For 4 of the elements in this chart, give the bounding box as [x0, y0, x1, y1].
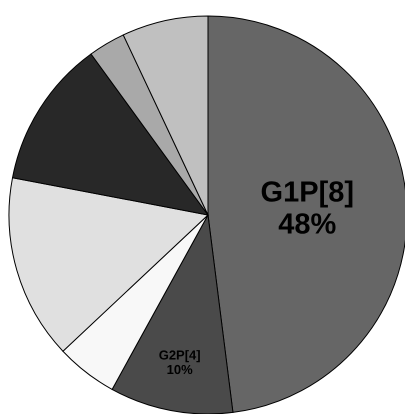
- data-label: 48%: [278, 208, 337, 240]
- slice-label: G2P[4]: [158, 348, 201, 364]
- data-label: 10%: [166, 362, 194, 378]
- slice-label: G1P[8]: [260, 176, 354, 208]
